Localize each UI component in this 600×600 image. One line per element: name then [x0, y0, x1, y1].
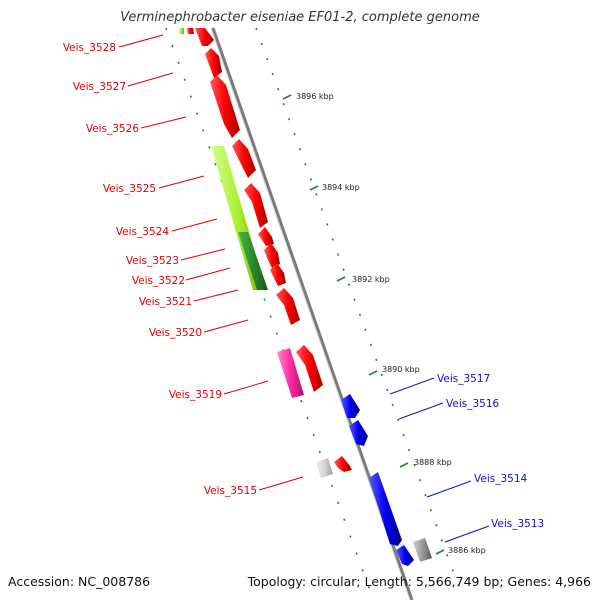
scale-label-3896: 3896 kbp — [296, 92, 334, 101]
gene-veis-3525-red[interactable] — [232, 139, 256, 178]
genome-backbone-highlight — [210, 27, 411, 600]
left-leader-lines — [118, 34, 304, 491]
label-veis-3526[interactable]: Veis_3526 — [86, 123, 140, 135]
label-veis-3522[interactable]: Veis_3522 — [132, 275, 185, 287]
label-veis-3515[interactable]: Veis_3515 — [204, 485, 257, 497]
gene-veis-3519[interactable] — [296, 345, 323, 392]
map-title: Verminephrobacter eiseniae EF01-2, compl… — [120, 10, 480, 25]
gene-veis-3523-red[interactable] — [258, 227, 274, 246]
feature-light-gray[interactable] — [316, 458, 333, 478]
right-leader-lines — [389, 377, 490, 543]
scale-label-3886: 3886 kbp — [448, 546, 486, 555]
gene-veis-3527[interactable] — [205, 48, 222, 78]
gene-veis-3515[interactable] — [334, 456, 352, 472]
gene-veis-3520[interactable] — [276, 288, 300, 325]
gene-veis-3521-red[interactable] — [270, 263, 286, 286]
gene-veis-3513[interactable] — [396, 545, 414, 566]
misc-features — [211, 146, 432, 562]
label-veis-3527[interactable]: Veis_3527 — [73, 81, 126, 93]
gene-veis-3524[interactable] — [244, 183, 268, 228]
feature-gray[interactable] — [413, 538, 432, 562]
reverse-strand-genes — [341, 394, 414, 566]
label-veis-3516[interactable]: Veis_3516 — [446, 398, 500, 410]
label-veis-3525[interactable]: Veis_3525 — [103, 183, 156, 195]
label-veis-3519[interactable]: Veis_3519 — [169, 389, 222, 401]
gene-veis-3516[interactable] — [349, 420, 368, 446]
label-veis-3528[interactable]: Veis_3528 — [63, 42, 116, 54]
scale-label-3888: 3888 kbp — [414, 458, 452, 467]
label-veis-3521[interactable]: Veis_3521 — [139, 296, 192, 308]
gene-veis-3514[interactable] — [369, 472, 402, 546]
inner-tick-track — [165, 27, 373, 597]
scale-ticks — [282, 94, 445, 555]
label-veis-3517[interactable]: Veis_3517 — [437, 373, 490, 385]
genome-summary-text: Topology: circular; Length: 5,566,749 bp… — [247, 574, 591, 589]
label-veis-3524[interactable]: Veis_3524 — [116, 226, 170, 238]
label-veis-3513[interactable]: Veis_3513 — [491, 518, 544, 530]
accession-text: Accession: NC_008786 — [8, 574, 151, 589]
gene-feature-partial-red[interactable] — [187, 28, 194, 34]
gene-veis-3526[interactable] — [210, 75, 240, 138]
label-veis-3514[interactable]: Veis_3514 — [474, 473, 528, 485]
gene-feature-partial-lime[interactable] — [179, 28, 184, 34]
feature-pink[interactable] — [277, 348, 304, 398]
scale-label-3890: 3890 kbp — [382, 365, 420, 374]
gene-veis-3528[interactable] — [195, 28, 214, 46]
scale-label-3892: 3892 kbp — [352, 275, 390, 284]
label-veis-3520[interactable]: Veis_3520 — [149, 327, 202, 339]
label-veis-3523[interactable]: Veis_3523 — [126, 255, 179, 267]
gene-veis-3517[interactable] — [341, 394, 360, 418]
forward-strand-genes — [195, 28, 352, 472]
gene-veis-3522-red[interactable] — [264, 243, 280, 268]
feature-dark-green[interactable] — [238, 232, 268, 290]
scale-label-3894: 3894 kbp — [322, 183, 360, 192]
